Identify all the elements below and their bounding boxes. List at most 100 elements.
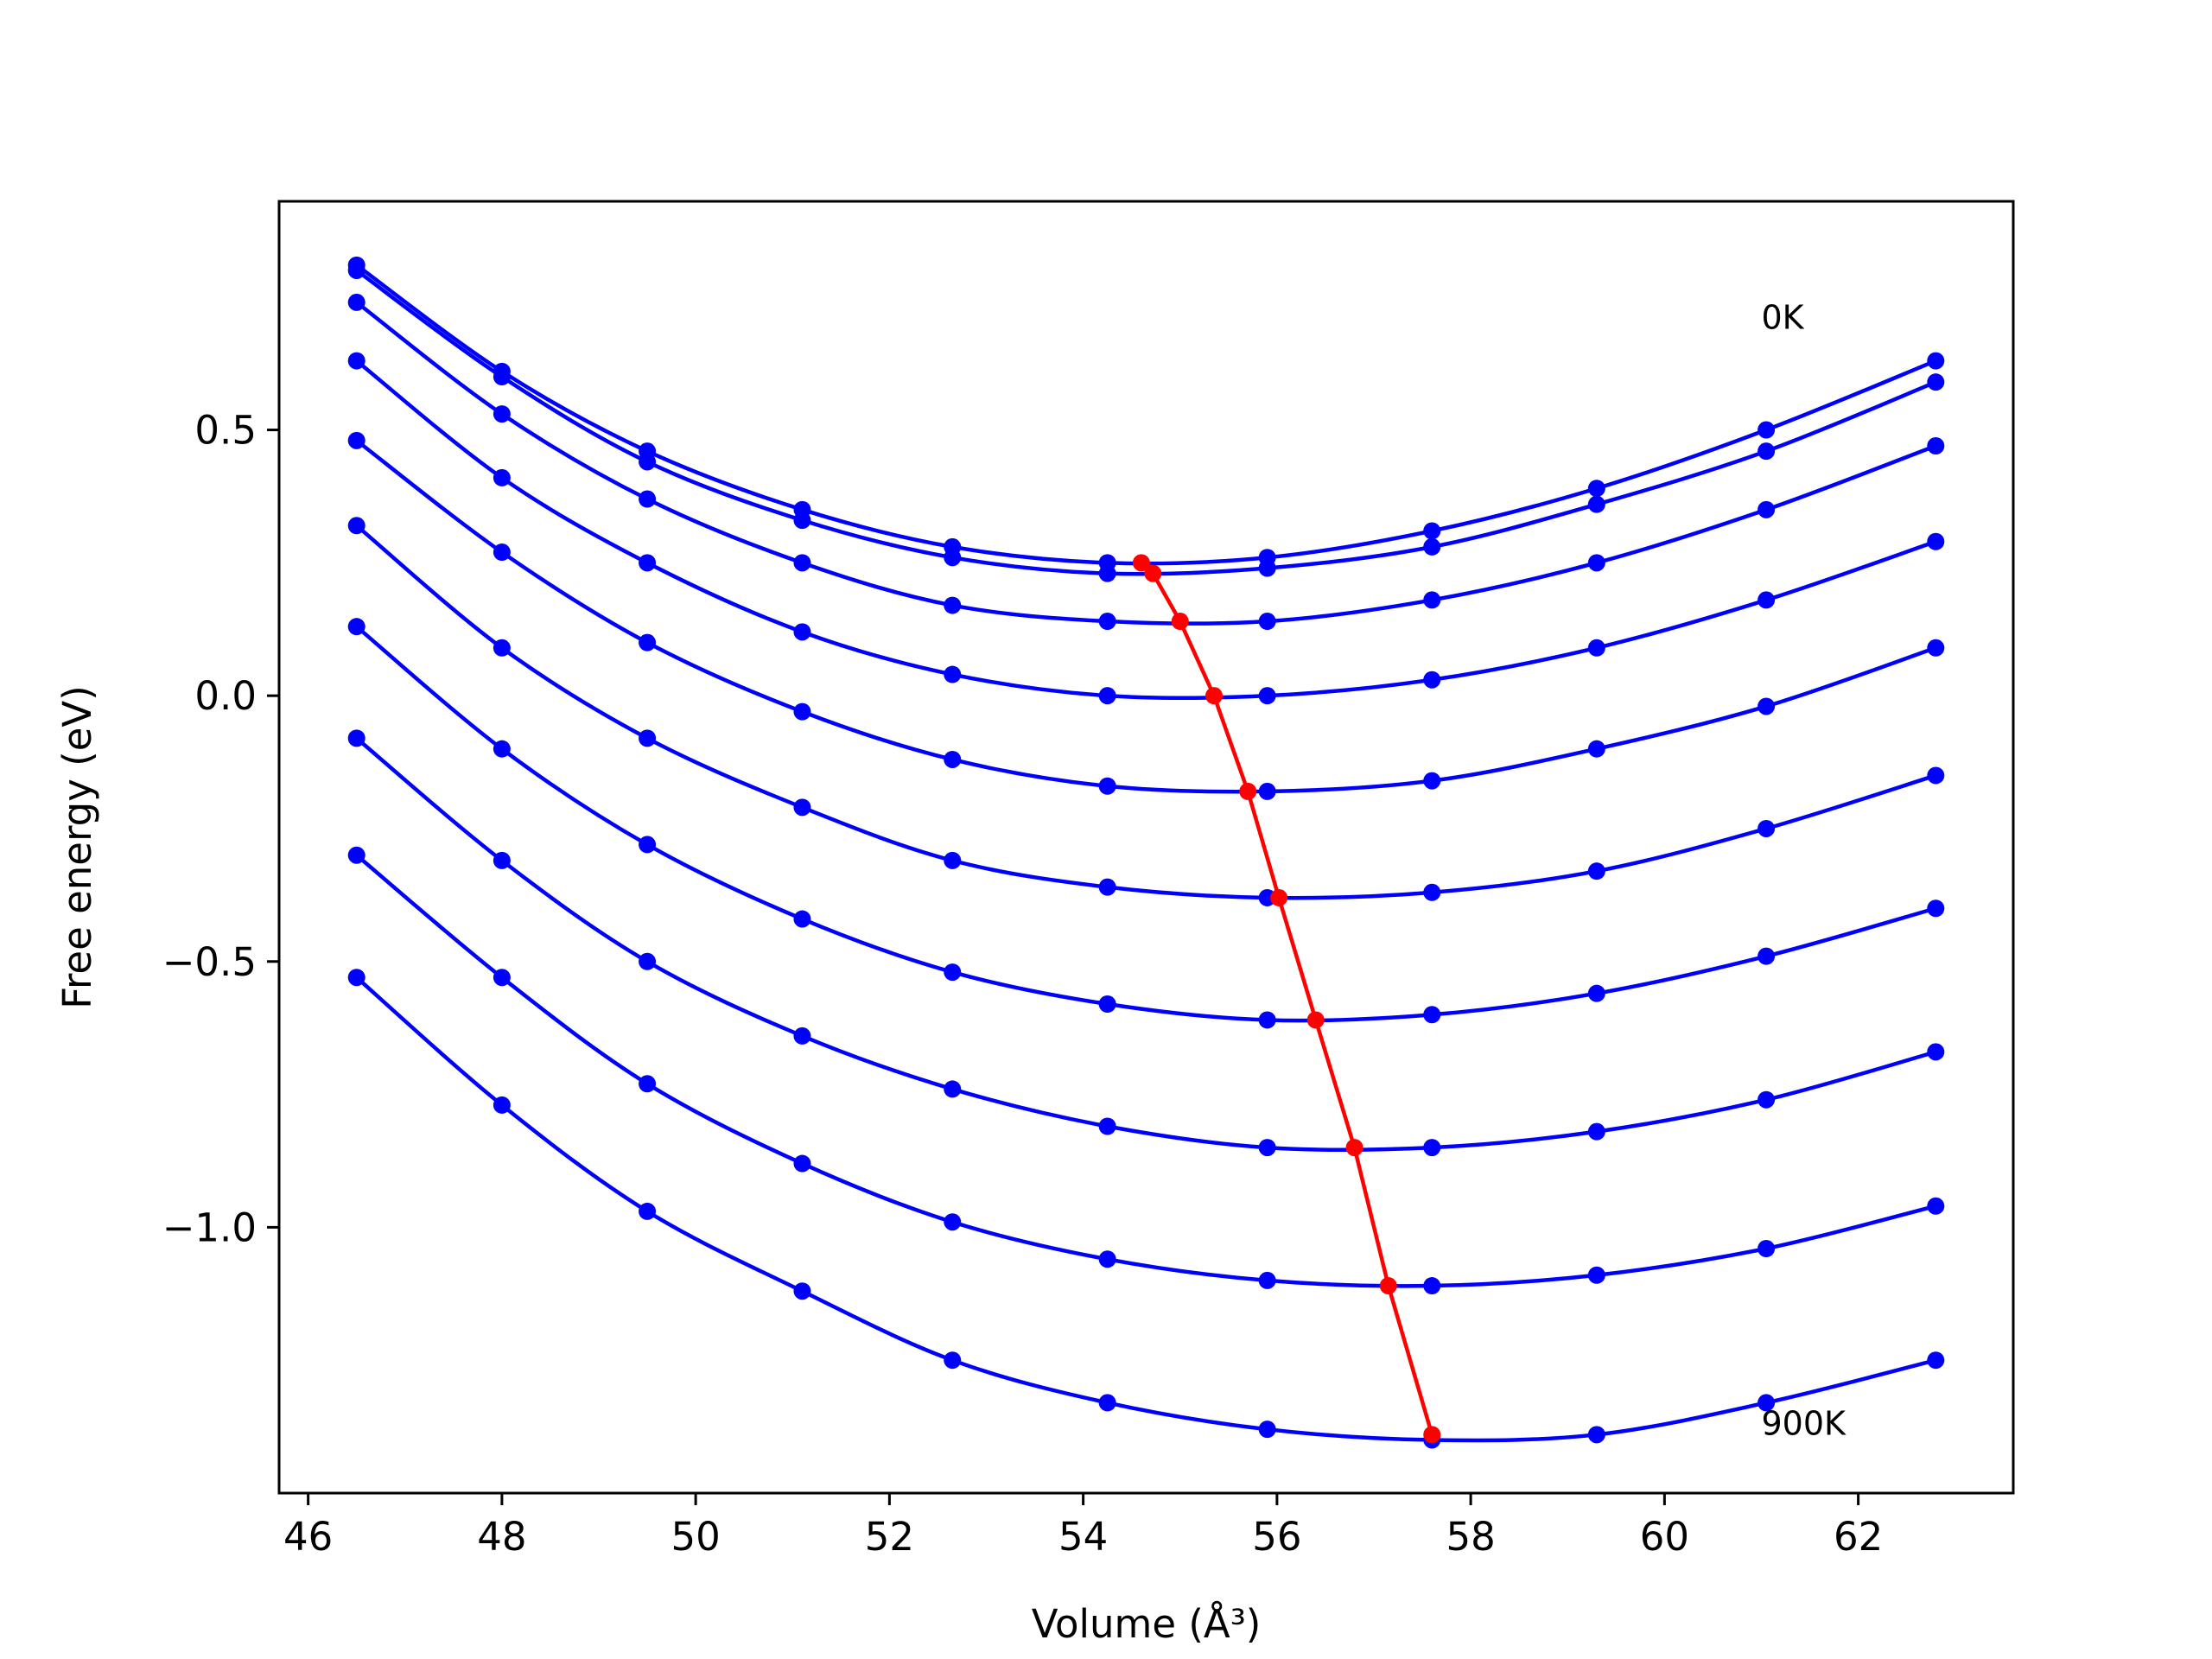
series-point-2-5	[1098, 613, 1116, 631]
series-line-5	[355, 524, 1936, 900]
series-point-9-4	[944, 1351, 962, 1370]
series-point-2-3	[793, 554, 811, 572]
series-point-8-4	[944, 1213, 962, 1231]
minima-point-6	[1306, 1011, 1325, 1029]
series-line-4	[355, 439, 1937, 794]
minima-point-9	[1423, 1426, 1441, 1444]
series-point-9-5	[1098, 1394, 1116, 1412]
series-point-1-10	[1927, 373, 1945, 391]
series-point-0-8	[1587, 480, 1605, 498]
series-line-0	[355, 264, 1937, 566]
series-point-3-7	[1423, 671, 1441, 689]
series-point-7-5	[1098, 1117, 1116, 1135]
series-point-6-5	[1098, 995, 1116, 1013]
series-point-1-5	[1098, 564, 1116, 582]
series-point-6-10	[1927, 899, 1945, 918]
series-point-4-5	[1098, 777, 1116, 795]
series-point-6-4	[944, 963, 962, 982]
series-point-5-8	[1587, 862, 1605, 880]
series-point-6-1	[493, 740, 511, 758]
series-line-7	[355, 736, 1936, 1153]
series-point-7-6	[1258, 1139, 1276, 1157]
series-point-3-8	[1587, 639, 1605, 657]
series-point-7-10	[1927, 1043, 1945, 1061]
minima-point-0	[1132, 554, 1150, 572]
series-point-8-10	[1927, 1197, 1945, 1215]
series-point-1-7	[1423, 537, 1441, 556]
series-point-8-1	[493, 969, 511, 987]
x-tick-label-48: 48	[477, 1514, 526, 1560]
curve-annotation-0: 0K	[1761, 299, 1804, 337]
series-point-4-9	[1758, 697, 1776, 715]
series-point-5-10	[1927, 766, 1945, 785]
series-point-9-1	[493, 1096, 511, 1114]
x-tick-label-58: 58	[1446, 1514, 1495, 1560]
series-point-7-9	[1758, 1090, 1776, 1109]
series-point-6-2	[639, 836, 657, 854]
series-point-3-9	[1758, 591, 1776, 609]
series-point-2-0	[347, 293, 365, 311]
series-point-1-8	[1587, 495, 1605, 513]
curves-layer	[347, 256, 1945, 1449]
series-point-5-7	[1423, 883, 1441, 901]
series-point-6-8	[1587, 984, 1605, 1002]
series-point-2-7	[1423, 591, 1441, 609]
x-tick-label-60: 60	[1640, 1514, 1689, 1560]
series-point-4-4	[944, 750, 962, 768]
series-point-9-9	[1758, 1394, 1776, 1412]
series-point-6-0	[347, 618, 365, 636]
series-point-7-8	[1587, 1122, 1605, 1141]
series-point-3-4	[944, 665, 962, 683]
minima-point-7	[1345, 1139, 1363, 1157]
minima-point-2	[1171, 613, 1189, 631]
series-point-4-3	[793, 702, 811, 721]
series-point-8-9	[1758, 1239, 1776, 1257]
series-line-3	[355, 359, 1937, 701]
series-point-7-1	[493, 851, 511, 869]
series-point-4-6	[1258, 782, 1276, 800]
series-point-6-7	[1423, 1006, 1441, 1024]
series-point-3-10	[1927, 532, 1945, 550]
series-point-4-10	[1927, 639, 1945, 657]
series-point-2-10	[1927, 437, 1945, 455]
y-tick-label-2: 0.0	[194, 673, 257, 719]
series-point-3-5	[1098, 687, 1116, 705]
series-point-2-2	[639, 490, 657, 508]
series-point-8-0	[347, 846, 365, 864]
series-point-4-7	[1423, 772, 1441, 790]
x-tick-label-50: 50	[671, 1514, 720, 1560]
minima-line	[1140, 561, 1434, 1435]
x-axis: 46 48 50 52 54 56 58 60 62	[283, 1493, 1883, 1560]
series-point-4-2	[639, 633, 657, 652]
series-point-1-6	[1258, 559, 1276, 577]
series-point-2-8	[1587, 554, 1605, 572]
series-point-1-9	[1758, 442, 1776, 461]
series-point-7-3	[793, 1027, 811, 1045]
y-tick-label-3: 0.5	[194, 408, 257, 454]
series-point-8-3	[793, 1154, 811, 1173]
plot-frame	[277, 200, 2015, 1495]
series-point-4-8	[1587, 740, 1605, 758]
series-point-1-4	[944, 549, 962, 567]
series-point-7-2	[639, 952, 657, 970]
x-axis-label: Volume (Å³)	[1032, 1601, 1262, 1647]
series-point-8-5	[1098, 1250, 1116, 1268]
series-point-6-3	[793, 910, 811, 928]
series-point-9-2	[639, 1202, 657, 1220]
series-point-1-1	[493, 368, 511, 386]
series-point-3-3	[793, 623, 811, 641]
series-point-0-10	[1927, 352, 1945, 370]
series-point-2-9	[1758, 500, 1776, 518]
x-tick-label-54: 54	[1058, 1514, 1108, 1560]
series-point-6-9	[1758, 947, 1776, 965]
series-point-8-2	[639, 1075, 657, 1093]
minima-layer	[1132, 554, 1441, 1444]
x-tick-label-62: 62	[1834, 1514, 1883, 1560]
series-point-2-6	[1258, 613, 1276, 631]
x-tick-label-52: 52	[865, 1514, 914, 1560]
series-point-3-1	[493, 468, 511, 486]
series-point-7-0	[347, 729, 365, 747]
series-point-7-4	[944, 1080, 962, 1098]
series-line-8	[355, 854, 1936, 1288]
